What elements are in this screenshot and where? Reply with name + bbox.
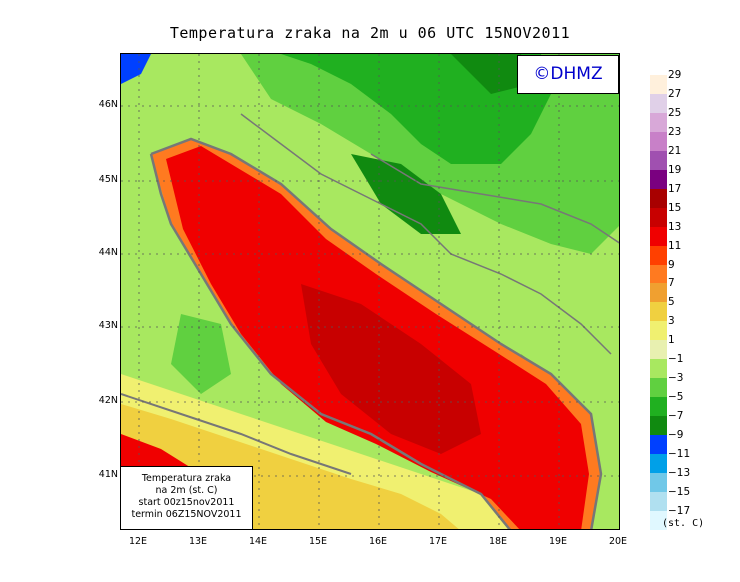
- lat-tick-42n: 42N: [98, 395, 118, 406]
- legend-swatch: [650, 112, 667, 133]
- land-coldest-region: [351, 154, 461, 234]
- coastline-west: [149, 153, 511, 529]
- legend-swatch: [650, 245, 667, 265]
- legend-label: 7: [668, 277, 675, 290]
- legend-swatch: [650, 472, 667, 493]
- map-title: Temperatura zraka na 2m u 06 UTC 15NOV20…: [169, 24, 571, 42]
- legend-label: −17: [668, 504, 691, 517]
- lat-tick-46n: 46N: [98, 99, 118, 110]
- lat-tick-43n: 43N: [98, 320, 118, 331]
- border-line-2: [370, 153, 619, 244]
- legend-label: 19: [668, 163, 682, 176]
- lon-tick-20e: 20E: [608, 536, 628, 547]
- cold-spot: [121, 54, 151, 84]
- info-line-2: na 2m (st. C): [155, 485, 218, 496]
- legend-label: 1: [668, 334, 675, 347]
- info-line-3: start 00z15nov2011: [138, 497, 235, 508]
- lon-tick-19e: 19E: [548, 536, 568, 547]
- info-box: Temperatura zraka na 2m (st. C) start 00…: [120, 466, 253, 530]
- lat-tick-44n: 44N: [98, 247, 118, 258]
- legend-units: (st. C): [662, 518, 705, 529]
- legend-label: 27: [668, 87, 682, 100]
- temperature-map: [120, 53, 620, 530]
- legend-swatch: [650, 226, 667, 247]
- legend-swatch: [650, 397, 667, 417]
- legend-swatch: [650, 321, 667, 341]
- legend-label: −11: [668, 448, 691, 460]
- legend-label: −15: [668, 485, 691, 498]
- legend-label: 9: [668, 258, 675, 271]
- legend-label: −13: [668, 466, 691, 479]
- legend-label: 29: [668, 69, 682, 81]
- legend-swatch: [650, 93, 667, 114]
- legend-swatch: [650, 510, 667, 531]
- legend-swatch: [650, 416, 667, 436]
- legend-label: 13: [668, 220, 682, 233]
- lon-tick-14e: 14E: [248, 536, 268, 547]
- legend-swatch: [650, 378, 667, 398]
- legend-label: 23: [668, 125, 682, 138]
- legend-label: −9: [668, 429, 684, 442]
- legend-label: −1: [668, 353, 684, 366]
- dhmz-logo: ©DHMZ: [517, 55, 619, 94]
- land-coldest-north: [451, 54, 531, 94]
- legend-swatch: [650, 75, 667, 95]
- lat-tick-41n: 41N: [98, 469, 118, 480]
- legend-swatch: [650, 188, 667, 209]
- legend-label: 3: [668, 315, 675, 328]
- lon-tick-16e: 16E: [368, 536, 388, 547]
- info-line-1: Temperatura zraka: [141, 473, 232, 484]
- legend-label: 5: [668, 296, 675, 309]
- legend-label: 21: [668, 144, 682, 157]
- border-line-1: [240, 113, 612, 355]
- info-line-4: termin 06Z15NOV2011: [131, 509, 242, 520]
- legend-label: −5: [668, 391, 684, 404]
- coastline-east: [150, 137, 603, 529]
- land-cold-italy: [171, 314, 231, 394]
- legend-swatch: [650, 207, 667, 228]
- legend-label: −7: [668, 410, 684, 423]
- graticule: [121, 54, 619, 529]
- legend-swatch: [650, 150, 667, 171]
- lat-tick-45n: 45N: [98, 174, 118, 185]
- lon-tick-17e: 17E: [428, 536, 448, 547]
- legend-swatch: [650, 264, 667, 284]
- legend-label: 25: [668, 106, 682, 119]
- legend-swatch: [650, 302, 667, 322]
- sea-hot-core: [301, 284, 481, 454]
- legend-swatch: [650, 169, 667, 190]
- legend-label: 17: [668, 182, 682, 195]
- legend-swatch: [650, 491, 667, 512]
- legend-swatch: [650, 340, 667, 360]
- legend-swatch: [650, 131, 667, 152]
- legend-swatch: [650, 454, 667, 474]
- legend-label: 15: [668, 201, 682, 214]
- coastline-italy-south: [121, 393, 352, 475]
- legend-swatch: [650, 359, 667, 379]
- legend-label: 11: [668, 239, 682, 252]
- lon-tick-15e: 15E: [308, 536, 328, 547]
- lon-tick-12e: 12E: [128, 536, 148, 547]
- legend-label: −3: [668, 372, 684, 385]
- lon-tick-18e: 18E: [488, 536, 508, 547]
- lon-tick-13e: 13E: [188, 536, 208, 547]
- legend-swatch: [650, 435, 667, 455]
- legend-swatch: [650, 283, 667, 303]
- map-canvas: [121, 54, 619, 529]
